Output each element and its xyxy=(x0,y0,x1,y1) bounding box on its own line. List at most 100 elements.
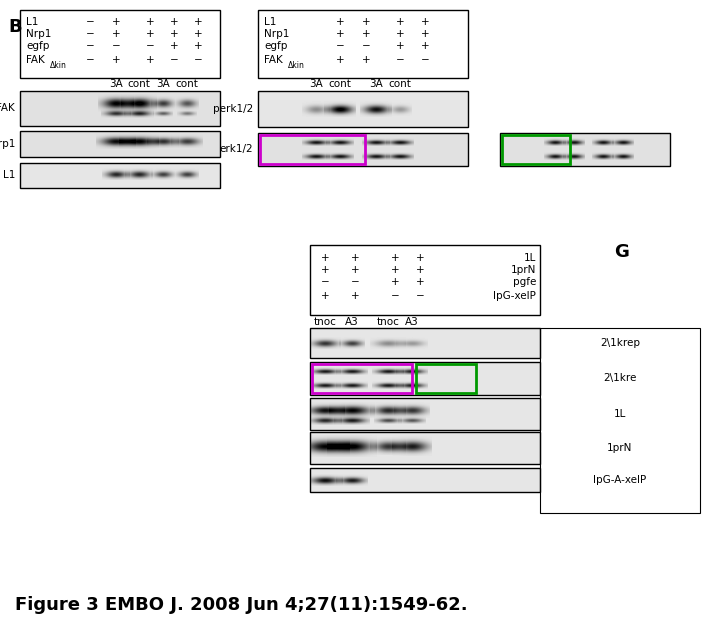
Bar xyxy=(310,468,540,492)
Bar xyxy=(310,362,540,395)
Text: +: + xyxy=(350,253,360,263)
Text: +: + xyxy=(146,17,154,27)
Text: 1L: 1L xyxy=(524,253,536,263)
Text: +: + xyxy=(421,41,429,51)
Text: L1: L1 xyxy=(26,17,38,27)
Text: +: + xyxy=(111,17,121,27)
Text: −: − xyxy=(416,291,424,301)
Text: egfp: egfp xyxy=(26,41,49,51)
Text: +: + xyxy=(321,291,329,301)
Text: +: + xyxy=(396,29,404,39)
Text: −: − xyxy=(85,55,94,65)
Bar xyxy=(20,91,220,126)
Text: +: + xyxy=(416,265,424,275)
Bar xyxy=(310,432,540,464)
Text: +: + xyxy=(362,29,370,39)
Text: G: G xyxy=(615,243,630,261)
Text: 1L: 1L xyxy=(614,409,626,419)
Text: −: − xyxy=(170,55,178,65)
Text: L1: L1 xyxy=(3,170,15,180)
Text: +: + xyxy=(194,41,202,51)
Text: 1prN: 1prN xyxy=(607,443,632,453)
Bar xyxy=(20,131,220,157)
Text: −: − xyxy=(321,277,329,287)
Text: IpG-xelP: IpG-xelP xyxy=(493,291,536,301)
Bar xyxy=(312,364,412,393)
Bar xyxy=(540,328,700,513)
Text: tnoc: tnoc xyxy=(314,317,336,327)
Text: +: + xyxy=(391,265,399,275)
Text: 3A: 3A xyxy=(109,79,123,89)
Text: +: + xyxy=(321,253,329,263)
Text: 3A: 3A xyxy=(156,79,170,89)
Text: −: − xyxy=(85,41,94,51)
Text: A3: A3 xyxy=(405,317,419,327)
Bar xyxy=(260,135,365,164)
Text: +: + xyxy=(111,29,121,39)
Bar xyxy=(20,163,220,188)
Text: 2\1krep: 2\1krep xyxy=(600,338,640,348)
Text: cont: cont xyxy=(176,79,198,89)
Text: FAK: FAK xyxy=(264,55,283,65)
Text: FAK: FAK xyxy=(0,103,15,113)
Text: −: − xyxy=(85,17,94,27)
Text: −: − xyxy=(146,41,154,51)
Text: pgfe: pgfe xyxy=(513,277,536,287)
Bar xyxy=(310,328,540,358)
Bar xyxy=(20,10,220,78)
Text: +: + xyxy=(111,55,121,65)
Text: +: + xyxy=(350,291,360,301)
Text: +: + xyxy=(146,55,154,65)
Text: −: − xyxy=(336,41,344,51)
Text: +: + xyxy=(416,253,424,263)
Text: Δkin: Δkin xyxy=(50,61,67,69)
Text: +: + xyxy=(362,55,370,65)
Text: −: − xyxy=(391,291,399,301)
Bar xyxy=(258,10,468,78)
Text: +: + xyxy=(416,277,424,287)
Text: perk1/2: perk1/2 xyxy=(213,104,253,114)
Text: tnoc: tnoc xyxy=(376,317,400,327)
Text: IpG-A-xelP: IpG-A-xelP xyxy=(594,475,646,485)
Text: L1: L1 xyxy=(264,17,276,27)
Text: erk1/2: erk1/2 xyxy=(219,144,253,154)
Text: −: − xyxy=(85,29,94,39)
Text: −: − xyxy=(396,55,405,65)
Bar xyxy=(258,91,468,127)
Text: −: − xyxy=(194,55,202,65)
Text: +: + xyxy=(194,29,202,39)
Text: +: + xyxy=(146,29,154,39)
Text: +: + xyxy=(391,277,399,287)
Text: 1prN: 1prN xyxy=(510,265,536,275)
Text: +: + xyxy=(336,17,344,27)
Text: −: − xyxy=(350,277,360,287)
Text: 3A: 3A xyxy=(309,79,323,89)
Bar xyxy=(500,133,670,166)
Text: cont: cont xyxy=(388,79,412,89)
Bar xyxy=(416,364,476,393)
Text: Figure 3 EMBO J. 2008 Jun 4;27(11):1549-62.: Figure 3 EMBO J. 2008 Jun 4;27(11):1549-… xyxy=(15,596,467,614)
Text: A3: A3 xyxy=(345,317,359,327)
Text: +: + xyxy=(396,17,404,27)
Text: FAK: FAK xyxy=(26,55,44,65)
Text: +: + xyxy=(396,41,404,51)
Text: B: B xyxy=(8,18,22,36)
Text: +: + xyxy=(321,265,329,275)
Text: +: + xyxy=(350,265,360,275)
Text: Δkin: Δkin xyxy=(288,61,305,69)
Bar xyxy=(310,245,540,315)
Text: cont: cont xyxy=(128,79,150,89)
Text: +: + xyxy=(194,17,202,27)
Text: −: − xyxy=(421,55,429,65)
Text: 2\1kre: 2\1kre xyxy=(603,373,637,383)
Bar xyxy=(258,133,468,166)
Text: Nrp1: Nrp1 xyxy=(0,139,15,149)
Text: +: + xyxy=(336,55,344,65)
Text: −: − xyxy=(362,41,370,51)
Bar xyxy=(310,398,540,430)
Text: +: + xyxy=(421,17,429,27)
Text: cont: cont xyxy=(329,79,351,89)
Bar xyxy=(502,135,570,164)
Text: +: + xyxy=(170,17,178,27)
Text: +: + xyxy=(170,29,178,39)
